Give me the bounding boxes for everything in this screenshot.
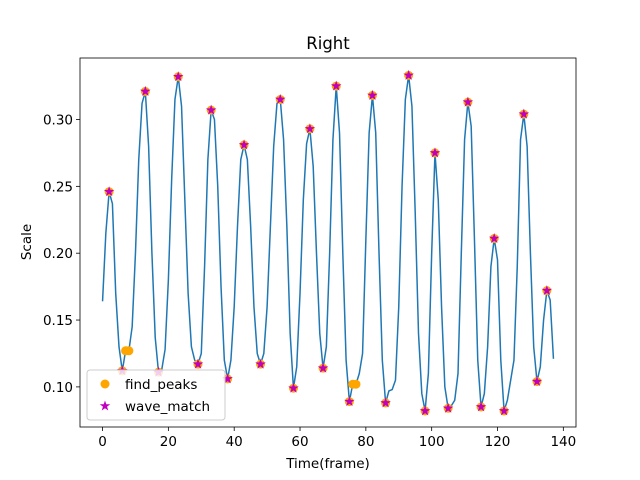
star-marker [288, 382, 299, 393]
star-marker [403, 69, 414, 80]
star-marker [238, 139, 250, 150]
legend-box [86, 369, 226, 421]
star-marker [488, 232, 500, 243]
star-marker [275, 93, 286, 104]
star-marker [103, 186, 115, 197]
legend-marker [100, 379, 110, 389]
star-marker [367, 89, 378, 100]
star-marker [173, 71, 184, 82]
star-marker [531, 376, 543, 386]
star-marker [317, 362, 329, 373]
legend-marker [99, 400, 111, 411]
star-marker [419, 405, 431, 416]
legend-label: find_peaks [125, 377, 197, 393]
star-marker [541, 285, 553, 296]
star-marker [304, 123, 316, 134]
x-tick-label: 140 [550, 434, 576, 450]
x-tick-label: 60 [291, 434, 308, 450]
x-tick-label: 40 [226, 434, 243, 450]
legend-label: wave_match [125, 399, 210, 415]
x-tick-label: 0 [98, 434, 107, 450]
y-tick-label: 0.20 [43, 246, 73, 262]
circle-marker [124, 346, 134, 356]
x-axis-label: Time(frame) [285, 456, 370, 472]
star-marker [475, 401, 487, 412]
star-marker [429, 147, 441, 158]
star-marker [205, 104, 217, 115]
y-tick-label: 0.25 [43, 179, 73, 195]
circle-marker [351, 379, 361, 389]
star-marker [462, 96, 474, 107]
star-marker [222, 373, 233, 384]
y-tick-label: 0.15 [43, 313, 73, 329]
x-tick-label: 100 [419, 434, 445, 450]
star-marker [498, 405, 510, 416]
star-marker [344, 396, 355, 407]
star-marker [518, 108, 530, 119]
y-tick-label: 0.30 [43, 113, 73, 129]
x-tick-label: 120 [485, 434, 511, 450]
star-marker [192, 358, 204, 369]
star-marker [255, 358, 266, 369]
star-marker [140, 85, 151, 96]
star-marker [442, 402, 454, 413]
star-marker [380, 397, 391, 408]
x-tick-label: 80 [357, 434, 374, 450]
star-marker [331, 80, 342, 91]
chart-title: Right [306, 34, 350, 53]
y-tick-label: 0.10 [43, 380, 73, 396]
y-axis-label: Scale [19, 224, 35, 260]
plot-frame [79, 57, 577, 428]
x-tick-label: 20 [160, 434, 177, 450]
